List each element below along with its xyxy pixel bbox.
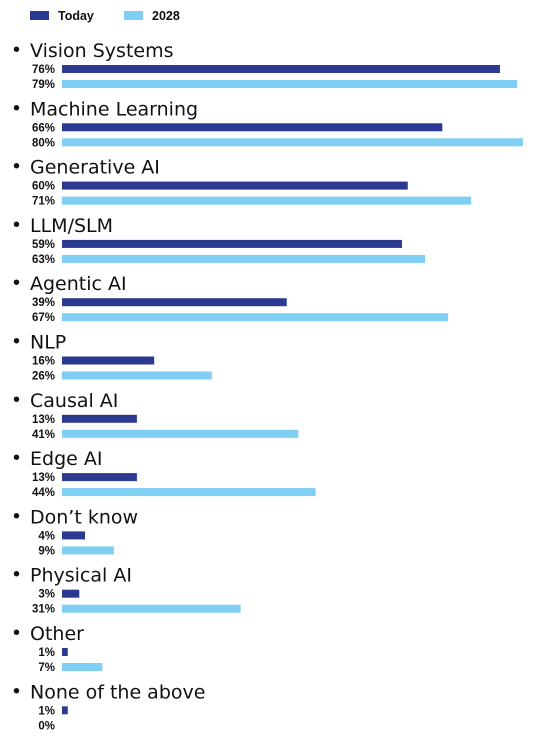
- bar-2028-dont-know: [62, 546, 114, 555]
- value-label-2028-nlp: 26%: [32, 371, 55, 383]
- bar-2028-nlp: [62, 371, 212, 380]
- value-label-2028-llm-slm: 63%: [32, 254, 55, 266]
- category-group-machine-learning: • Machine Learning 66% 80%: [13, 97, 523, 149]
- value-label-2028-physical-ai: 31%: [32, 604, 55, 616]
- bar-today-other: [62, 648, 68, 656]
- bar-today-agentic-ai: [62, 298, 287, 307]
- category-group-none-of-the-above: • None of the above 1% 0%: [13, 680, 205, 732]
- legend-swatch-today: [30, 11, 49, 20]
- value-label-2028-edge-ai: 44%: [32, 487, 55, 499]
- bullet-icon: •: [13, 505, 20, 527]
- category-label: LLM/SLM: [30, 215, 113, 237]
- category-label: Machine Learning: [30, 98, 198, 120]
- bar-today-generative-ai: [62, 181, 408, 190]
- bar-today-none-of-the-above: [62, 706, 68, 715]
- value-label-today-llm-slm: 59%: [32, 239, 55, 251]
- value-label-2028-vision-systems: 79%: [32, 79, 55, 91]
- value-label-today-vision-systems: 76%: [32, 64, 55, 76]
- value-label-today-nlp: 16%: [32, 356, 55, 368]
- bullet-icon: •: [13, 97, 20, 119]
- value-label-2028-generative-ai: 71%: [32, 196, 55, 208]
- bullet-icon: •: [13, 331, 20, 353]
- category-label: Agentic AI: [30, 273, 127, 295]
- bar-today-edge-ai: [62, 473, 137, 482]
- bar-2028-llm-slm: [62, 254, 426, 263]
- category-group-other: • Other 1% 7%: [13, 622, 103, 674]
- category-group-edge-ai: • Edge AI 13% 44%: [13, 447, 316, 499]
- legend-label-2028: 2028: [152, 9, 180, 23]
- value-label-today-none-of-the-above: 1%: [38, 705, 55, 717]
- bullet-icon: •: [13, 39, 20, 61]
- category-label: NLP: [30, 332, 66, 354]
- value-label-today-dont-know: 4%: [38, 530, 55, 542]
- category-label: Other: [30, 623, 84, 645]
- category-group-dont-know: • Don’t know 4% 9%: [13, 505, 138, 557]
- category-label: Generative AI: [30, 157, 160, 179]
- bar-today-nlp: [62, 356, 155, 365]
- category-label: Don’t know: [30, 506, 138, 528]
- category-label: Vision Systems: [30, 40, 174, 62]
- bullet-icon: •: [13, 680, 20, 702]
- chart-plot-area: • Vision Systems 76% 79% • Machine Learning 66…: [13, 39, 523, 732]
- bar-2028-physical-ai: [62, 604, 241, 613]
- category-group-agentic-ai: • Agentic AI 39% 67%: [13, 272, 449, 324]
- bullet-icon: •: [13, 564, 20, 586]
- value-label-2028-machine-learning: 80%: [32, 137, 55, 149]
- bar-2028-causal-ai: [62, 429, 299, 438]
- category-group-nlp: • NLP 16% 26%: [13, 331, 212, 383]
- bar-today-machine-learning: [62, 123, 443, 132]
- bullet-icon: •: [13, 156, 20, 178]
- value-label-2028-agentic-ai: 67%: [32, 312, 55, 324]
- legend-label-today: Today: [58, 9, 94, 23]
- bar-today-dont-know: [62, 531, 86, 540]
- category-label: Edge AI: [30, 448, 102, 470]
- category-label: Causal AI: [30, 390, 118, 412]
- category-label: Physical AI: [30, 565, 132, 587]
- bullet-icon: •: [13, 389, 20, 411]
- bar-today-causal-ai: [62, 414, 137, 423]
- value-label-today-edge-ai: 13%: [32, 472, 55, 484]
- bar-2028-other: [62, 663, 103, 671]
- category-group-physical-ai: • Physical AI 3% 31%: [13, 564, 241, 616]
- value-label-today-physical-ai: 3%: [38, 589, 55, 601]
- bar-today-llm-slm: [62, 239, 402, 248]
- value-label-2028-dont-know: 9%: [38, 545, 55, 557]
- category-group-llm-slm: • LLM/SLM 59% 63%: [13, 214, 426, 266]
- chart-legend: Today 2028: [30, 9, 180, 23]
- bar-today-vision-systems: [62, 65, 500, 73]
- value-label-2028-none-of-the-above: 0%: [38, 720, 55, 732]
- category-label: None of the above: [30, 681, 205, 703]
- bar-2028-generative-ai: [62, 196, 472, 205]
- bar-2028-agentic-ai: [62, 313, 449, 322]
- value-label-today-machine-learning: 66%: [32, 122, 55, 134]
- bar-2028-edge-ai: [62, 488, 316, 497]
- bar-today-physical-ai: [62, 589, 80, 598]
- bullet-icon: •: [13, 447, 20, 469]
- category-group-vision-systems: • Vision Systems 76% 79%: [13, 39, 518, 91]
- value-label-today-causal-ai: 13%: [32, 414, 55, 426]
- category-group-generative-ai: • Generative AI 60% 71%: [13, 156, 472, 208]
- bar-2028-vision-systems: [62, 80, 518, 88]
- category-group-causal-ai: • Causal AI 13% 41%: [13, 389, 299, 441]
- value-label-today-generative-ai: 60%: [32, 181, 55, 193]
- value-label-today-other: 1%: [38, 647, 55, 659]
- value-label-2028-other: 7%: [38, 662, 55, 674]
- bullet-icon: •: [13, 272, 20, 294]
- bar-2028-machine-learning: [62, 138, 523, 147]
- value-label-today-agentic-ai: 39%: [32, 297, 55, 309]
- bullet-icon: •: [13, 622, 20, 644]
- value-label-2028-causal-ai: 41%: [32, 429, 55, 441]
- bullet-icon: •: [13, 214, 20, 236]
- legend-swatch-2028: [124, 11, 143, 20]
